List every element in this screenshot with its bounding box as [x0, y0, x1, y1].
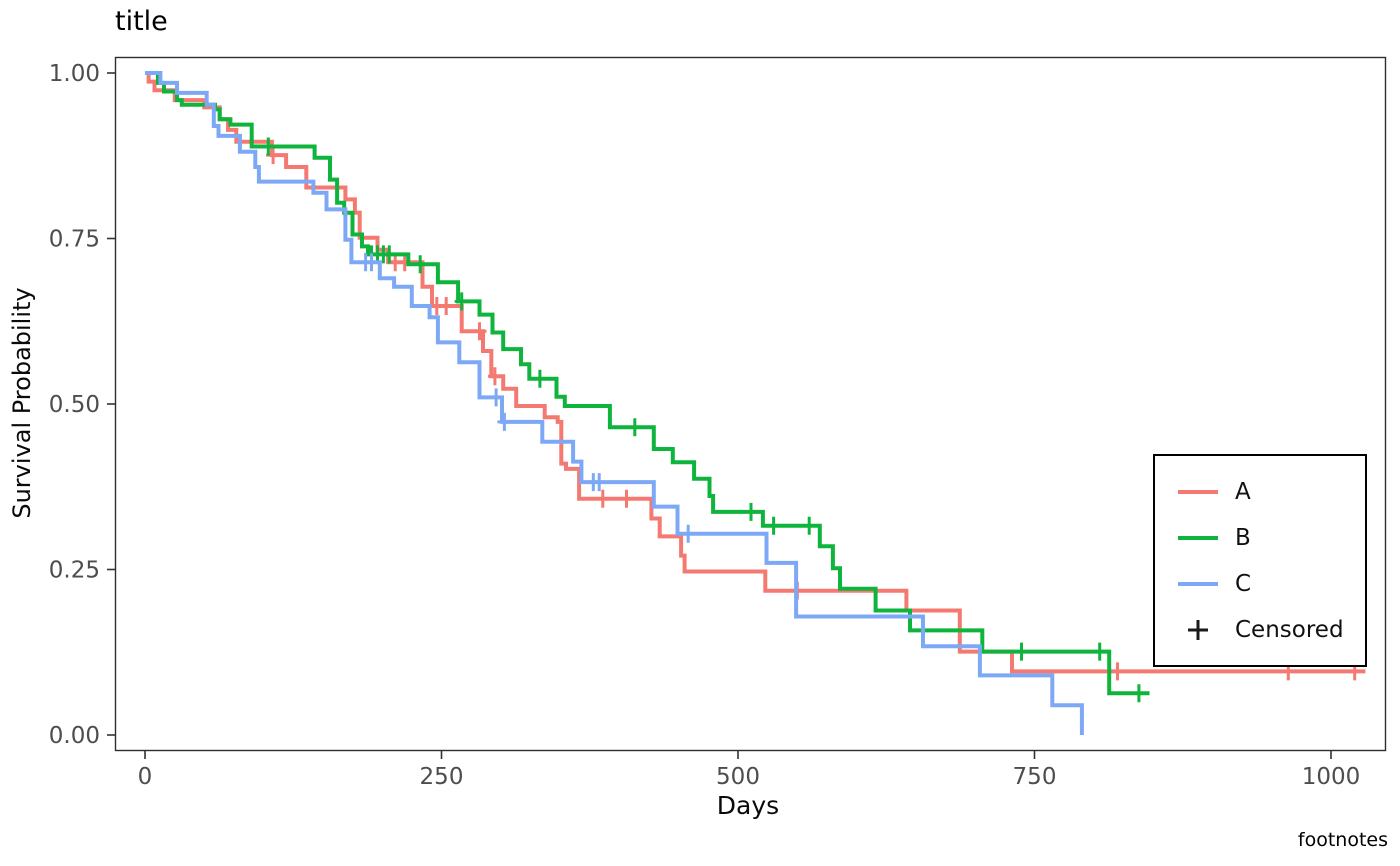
censored-plus-icon [1188, 620, 1208, 640]
legend: A B C Censored [1153, 454, 1367, 667]
footnotes: footnotes [1297, 829, 1388, 851]
x-tick-label: 0 [138, 764, 153, 790]
panel-border [114, 56, 1387, 752]
survival-curve-A [145, 71, 1366, 674]
y-tick-label: 0.50 [49, 392, 100, 418]
censor-marks-B [261, 137, 1146, 703]
x-tick-label: 1000 [1302, 764, 1361, 790]
y-tick-label: 0.75 [49, 227, 100, 253]
y-axis-title: Survival Probability [8, 287, 36, 519]
legend-line-swatch-C [1178, 581, 1218, 586]
legend-item-B: B [1155, 515, 1365, 561]
legend-item-censored: Censored [1155, 607, 1365, 653]
survival-curve-B [145, 71, 1150, 696]
plot-title: title [115, 6, 168, 37]
legend-line-swatch-B [1178, 535, 1218, 540]
y-tick-label: 0.00 [49, 723, 100, 749]
legend-item-A: A [1155, 469, 1365, 515]
survival-curve-C [145, 71, 1084, 735]
legend-line-swatch-A [1178, 489, 1218, 494]
x-tick-label: 750 [1013, 764, 1057, 790]
legend-label: A [1235, 478, 1251, 505]
censor-marks-C [358, 253, 696, 543]
legend-swatch-area [1169, 581, 1227, 586]
legend-item-C: C [1155, 561, 1365, 607]
legend-label: Censored [1235, 616, 1344, 643]
legend-swatch-area [1169, 620, 1227, 640]
legend-swatch-area [1169, 535, 1227, 540]
legend-label: C [1235, 570, 1252, 597]
x-tick-label: 500 [716, 764, 760, 790]
x-tick-label: 250 [420, 764, 464, 790]
y-tick-label: 0.25 [49, 558, 100, 584]
y-tick-label: 1.00 [49, 61, 100, 87]
legend-swatch-area [1169, 489, 1227, 494]
legend-label: B [1235, 524, 1251, 551]
censor-marks-A [266, 146, 1362, 681]
x-axis-title: Days [716, 791, 780, 820]
